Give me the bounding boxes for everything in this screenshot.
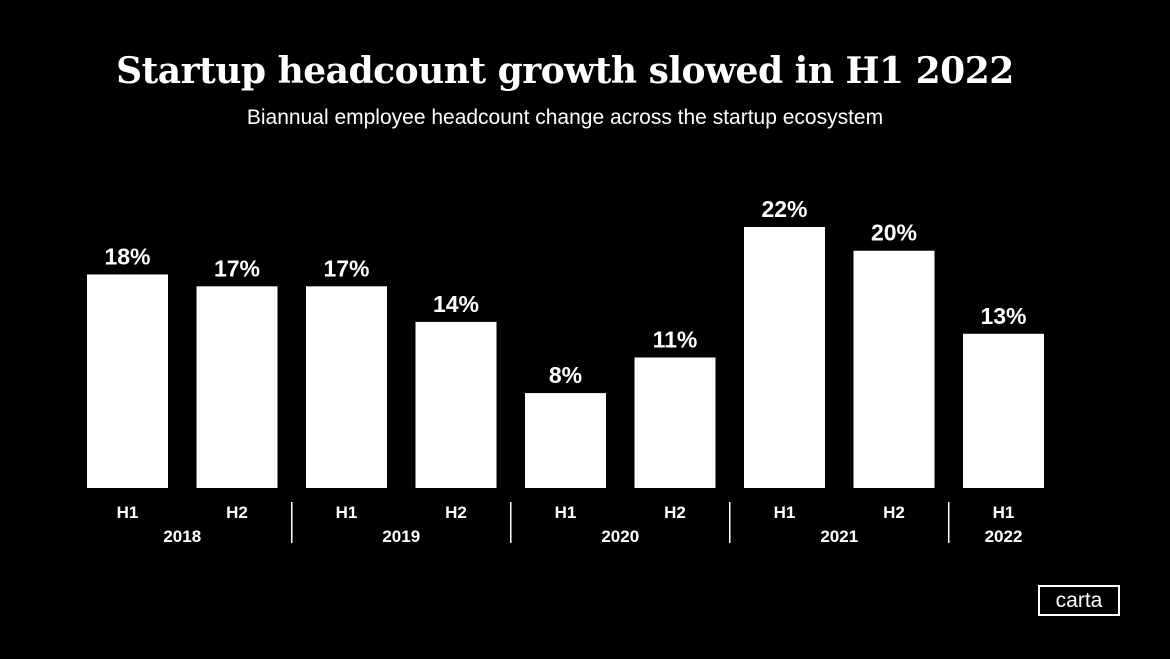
bar-value-label: 17% — [214, 255, 260, 281]
x-tick-label-half: H1 — [555, 503, 577, 522]
bar — [525, 393, 606, 488]
bar-value-label: 8% — [549, 362, 582, 388]
bar — [634, 357, 716, 488]
x-tick-label-half: H1 — [117, 503, 139, 522]
x-tick-label-half: H2 — [226, 503, 248, 522]
x-tick-label-half: H1 — [336, 503, 358, 522]
bar-value-label: 22% — [761, 196, 807, 222]
bar — [196, 286, 278, 488]
bar — [744, 227, 825, 488]
x-tick-label-half: H2 — [883, 503, 905, 522]
x-tick-label-half: H2 — [445, 503, 467, 522]
chart-title: Startup headcount growth slowed in H1 20… — [116, 50, 1014, 92]
x-tick-label-year: 2018 — [163, 527, 201, 546]
bar-value-label: 20% — [871, 220, 917, 246]
bar — [853, 250, 935, 488]
bar-value-label: 17% — [323, 255, 369, 281]
x-tick-label-year: 2019 — [382, 527, 420, 546]
x-tick-label-year: 2022 — [985, 527, 1023, 546]
bar-value-label: 13% — [980, 303, 1026, 329]
bar-value-label: 18% — [104, 243, 150, 269]
x-tick-label-year: 2020 — [601, 527, 639, 546]
chart-subtitle: Biannual employee headcount change acros… — [246, 106, 884, 129]
bar — [415, 321, 497, 488]
x-tick-label-half: H2 — [664, 503, 686, 522]
bar — [87, 274, 168, 488]
bar — [306, 286, 387, 488]
carta-logo: carta — [1038, 585, 1120, 616]
bar-value-label: 14% — [433, 291, 479, 317]
bar — [963, 333, 1044, 488]
x-tick-label-half: H1 — [774, 503, 796, 522]
x-tick-label-half: H1 — [993, 503, 1015, 522]
bar-value-label: 11% — [653, 327, 698, 353]
x-tick-label-year: 2021 — [820, 527, 858, 546]
